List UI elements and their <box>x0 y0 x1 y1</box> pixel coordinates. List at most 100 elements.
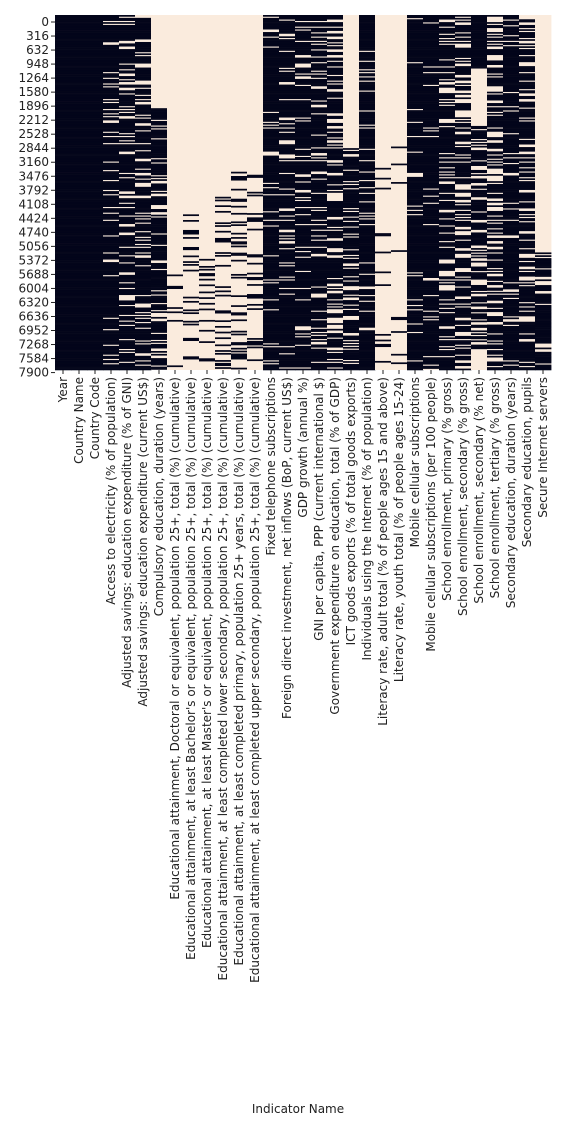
heatmap-present-cell <box>439 58 455 60</box>
heatmap-present-cell <box>439 86 455 88</box>
x-tick-label: Adjusted savings: education expenditure … <box>136 377 150 707</box>
heatmap-present-cell <box>439 151 455 153</box>
heatmap-present-cell <box>503 363 519 365</box>
heatmap-present-cell <box>487 139 503 141</box>
heatmap-present-cell <box>103 112 119 114</box>
heatmap-present-cell <box>455 212 471 214</box>
heatmap-present-cell <box>407 107 423 109</box>
heatmap-present-cell <box>119 39 135 41</box>
heatmap-present-cell <box>311 218 327 220</box>
heatmap-present-cell <box>359 59 375 61</box>
heatmap-present-cell <box>151 293 167 295</box>
heatmap-present-cell <box>231 351 247 353</box>
heatmap-present-cell <box>519 79 535 81</box>
heatmap-present-cell <box>503 90 519 92</box>
heatmap-present-cell <box>279 153 295 155</box>
heatmap-present-cell <box>119 86 135 88</box>
heatmap-present-cell <box>439 191 455 193</box>
heatmap-present-cell <box>183 309 199 311</box>
heatmap-present-cell <box>279 32 295 34</box>
heatmap-present-cell <box>247 338 263 340</box>
heatmap-present-cell <box>327 65 343 67</box>
heatmap-present-cell <box>135 363 151 365</box>
heatmap-present-cell <box>375 188 391 190</box>
heatmap-present-cell <box>183 270 199 272</box>
heatmap-present-cell <box>455 83 471 85</box>
heatmap-present-cell <box>487 63 503 65</box>
heatmap-present-cell <box>231 237 247 239</box>
heatmap-present-cell <box>215 353 231 355</box>
heatmap-present-cell <box>439 208 455 210</box>
heatmap-present-cell <box>487 35 503 37</box>
heatmap-column-19 <box>359 15 375 370</box>
heatmap-present-cell <box>295 39 311 41</box>
heatmap-present-cell <box>119 293 135 295</box>
heatmap-present-cell <box>487 126 503 128</box>
heatmap-present-cell <box>327 82 343 84</box>
x-tick-label: Educational attainment, at least Bachelo… <box>184 377 198 960</box>
heatmap-present-cell <box>295 188 311 190</box>
heatmap-present-cell <box>487 45 503 47</box>
heatmap-present-cell <box>455 202 471 204</box>
heatmap-present-cell <box>103 234 119 236</box>
heatmap-present-cell <box>311 238 327 240</box>
heatmap-present-cell <box>407 273 423 275</box>
heatmap-present-cell <box>119 92 135 94</box>
heatmap-present-cell <box>151 156 167 158</box>
heatmap-present-cell <box>327 124 343 126</box>
heatmap-present-cell <box>119 190 135 192</box>
heatmap-present-cell <box>375 252 391 254</box>
heatmap-present-cell <box>231 172 247 174</box>
heatmap-present-cell <box>119 205 135 207</box>
heatmap-column-5 <box>135 15 151 370</box>
heatmap-present-cell <box>263 278 279 280</box>
heatmap-present-cell <box>327 302 343 304</box>
heatmap-present-cell <box>519 116 535 118</box>
heatmap-present-cell <box>343 235 359 237</box>
heatmap-present-cell <box>135 221 151 223</box>
heatmap-present-cell <box>135 235 151 237</box>
heatmap-present-cell <box>215 360 231 362</box>
heatmap-present-cell <box>135 254 151 256</box>
heatmap-present-cell <box>455 73 471 75</box>
heatmap-present-cell <box>407 120 423 122</box>
heatmap-present-cell <box>439 103 455 105</box>
heatmap-present-cell <box>487 320 503 322</box>
heatmap-present-cell <box>311 170 327 172</box>
heatmap-present-cell <box>311 72 327 74</box>
heatmap-present-cell <box>151 301 167 303</box>
heatmap-column-23 <box>423 15 439 370</box>
heatmap-present-cell <box>471 68 487 69</box>
heatmap-present-cell <box>519 219 535 221</box>
heatmap-present-cell <box>487 269 503 271</box>
heatmap-present-cell <box>151 364 167 366</box>
heatmap-present-cell <box>487 113 503 115</box>
heatmap-present-cell <box>135 171 151 173</box>
heatmap-present-cell <box>103 82 119 84</box>
heatmap-present-cell <box>311 39 327 41</box>
heatmap-present-cell <box>439 258 455 260</box>
heatmap-present-cell <box>119 271 135 273</box>
heatmap-present-cell <box>487 245 503 247</box>
heatmap-present-cell <box>199 309 215 311</box>
heatmap-present-cell <box>375 361 391 363</box>
heatmap-present-cell <box>439 124 455 126</box>
heatmap-present-cell <box>471 311 487 313</box>
heatmap-present-cell <box>519 166 535 168</box>
heatmap-present-cell <box>407 60 423 62</box>
heatmap-present-cell <box>295 75 311 77</box>
heatmap-present-cell <box>183 297 199 299</box>
heatmap-present-cell <box>327 130 343 132</box>
heatmap-present-cell <box>183 248 199 250</box>
heatmap-present-cell <box>295 212 311 214</box>
heatmap-present-cell <box>487 153 503 155</box>
heatmap-present-cell <box>455 97 471 99</box>
heatmap-present-cell <box>439 170 455 172</box>
heatmap-present-cell <box>359 170 375 172</box>
heatmap-present-cell <box>135 141 151 143</box>
heatmap-present-cell <box>471 143 487 145</box>
heatmap-present-cell <box>247 347 263 349</box>
heatmap-present-cell <box>423 276 439 278</box>
heatmap-present-cell <box>135 229 151 231</box>
heatmap-present-cell <box>519 70 535 72</box>
